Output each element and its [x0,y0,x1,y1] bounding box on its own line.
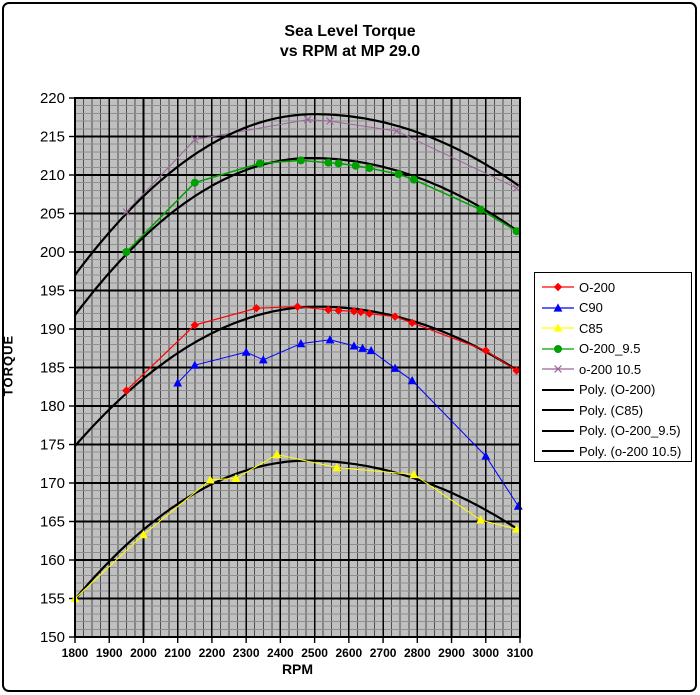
axes: 150 155 160 165 170 175 180 185 190 195 200 205 210 2… [40,90,534,660]
legend-item-o-200-9.5[interactable]: O-200_9.5 [541,339,691,360]
y-tick-label: 205 [40,206,65,223]
legend-label: C85 [579,320,603,336]
legend-item-poly.-o-200-10.5-[interactable]: Poly. (o-200 10.5) [541,441,691,462]
x-tick-label: 2200 [199,646,226,660]
y-tick-label: 190 [40,321,65,338]
legend-item-poly.-o-200-9.5-[interactable]: Poly. (O-200_9.5) [541,421,691,442]
circle-marker-icon [542,344,574,353]
x-axis-title: RPM [281,661,314,677]
y-tick-label: 165 [40,514,65,531]
y-tick-label: 155 [40,591,65,608]
chart-title: Sea Level Torque vs RPM at MP 29.0 [0,22,700,62]
poly-line-icon [542,450,574,453]
plot-border [74,97,521,638]
y-tick-label: 210 [40,167,65,184]
y-tick-label: 175 [40,437,65,454]
chart-title-line-2: vs RPM at MP 29.0 [279,43,421,60]
x-marker-icon [542,365,574,374]
legend-label: Poly. (o-200 10.5) [579,443,682,459]
x-tick-label: 3000 [472,646,499,660]
x-tick-label: 3100 [507,646,534,660]
y-tick-label: 185 [40,360,65,377]
x-tick-label: 1800 [62,646,89,660]
y-axis-title: TORQUE [0,334,16,397]
legend-label: Poly. (O-200) [579,382,656,398]
trend-curve-Poly. (C85) [73,459,522,601]
diamond-marker-icon [542,283,574,292]
x-tick-label: 2100 [164,646,191,660]
legend-label: C90 [579,300,603,316]
series-line-O-200_9.5 [125,159,517,253]
legend-item-c90[interactable]: C90 [541,298,691,319]
y-tick-label: 215 [40,129,65,146]
series-markers-C85 [70,449,521,603]
poly-line-icon [542,409,574,412]
y-tick-label: 200 [40,244,65,261]
legend-label: Poly. (O-200_9.5) [579,423,681,439]
series-markers-O-200 [122,302,521,395]
x-tick-label: 1900 [96,646,123,660]
x-tick-label: 2800 [404,646,431,660]
legend-item-o-200[interactable]: O-200 [541,277,691,298]
series-line-o-200 10.5 [125,119,517,213]
series-markers-o-200 10.5 [122,115,521,216]
series-markers-C90 [173,335,523,510]
y-tick-label: 195 [40,283,65,300]
series-markers-O-200_9.5 [122,156,521,256]
legend-item-poly.-o-200-[interactable]: Poly. (O-200) [541,380,691,401]
x-tick-label: 2700 [370,646,397,660]
legend-item-poly.-c85-[interactable]: Poly. (C85) [541,400,691,421]
legend-label: O-200 [579,279,616,295]
x-tick-label: 2400 [267,646,294,660]
legend-label: o-200 10.5 [579,361,642,377]
y-tick-label: 170 [40,475,65,492]
y-tick-label: 180 [40,398,65,415]
x-tick-label: 2600 [335,646,362,660]
poly-line-icon [542,388,574,391]
y-tick-label: 160 [40,552,65,569]
triangle-marker-icon [542,303,574,312]
y-tick-label: 150 [40,629,65,646]
trend-curve-Poly. (o-200 10.5) [73,113,522,277]
triangle-marker-icon [542,323,574,332]
legend-label: Poly. (C85) [579,402,644,418]
x-tick-label: 2300 [233,646,260,660]
chart-title-line-1: Sea Level Torque [284,23,416,40]
poly-line-icon [542,429,574,432]
legend-item-c85[interactable]: C85 [541,318,691,339]
y-tick-label: 220 [40,90,65,107]
x-tick-label: 2000 [130,646,157,660]
legend-label: O-200_9.5 [579,341,641,357]
legend-item-o-200-10.5[interactable]: o-200 10.5 [541,359,691,380]
x-tick-label: 2500 [301,646,328,660]
chart-legend[interactable]: O-200 C90 C85 O-200_9.5 o-200 10.5 Poly. (O-2… [534,272,692,462]
x-tick-label: 2900 [438,646,465,660]
